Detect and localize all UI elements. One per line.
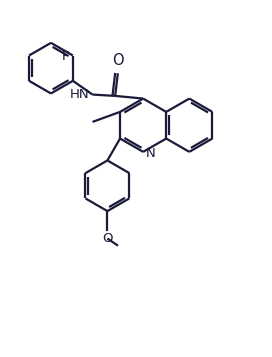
Text: N: N [145,147,155,160]
Text: HN: HN [70,88,89,101]
Text: F: F [61,50,69,63]
Text: O: O [102,232,113,245]
Text: O: O [113,54,124,69]
